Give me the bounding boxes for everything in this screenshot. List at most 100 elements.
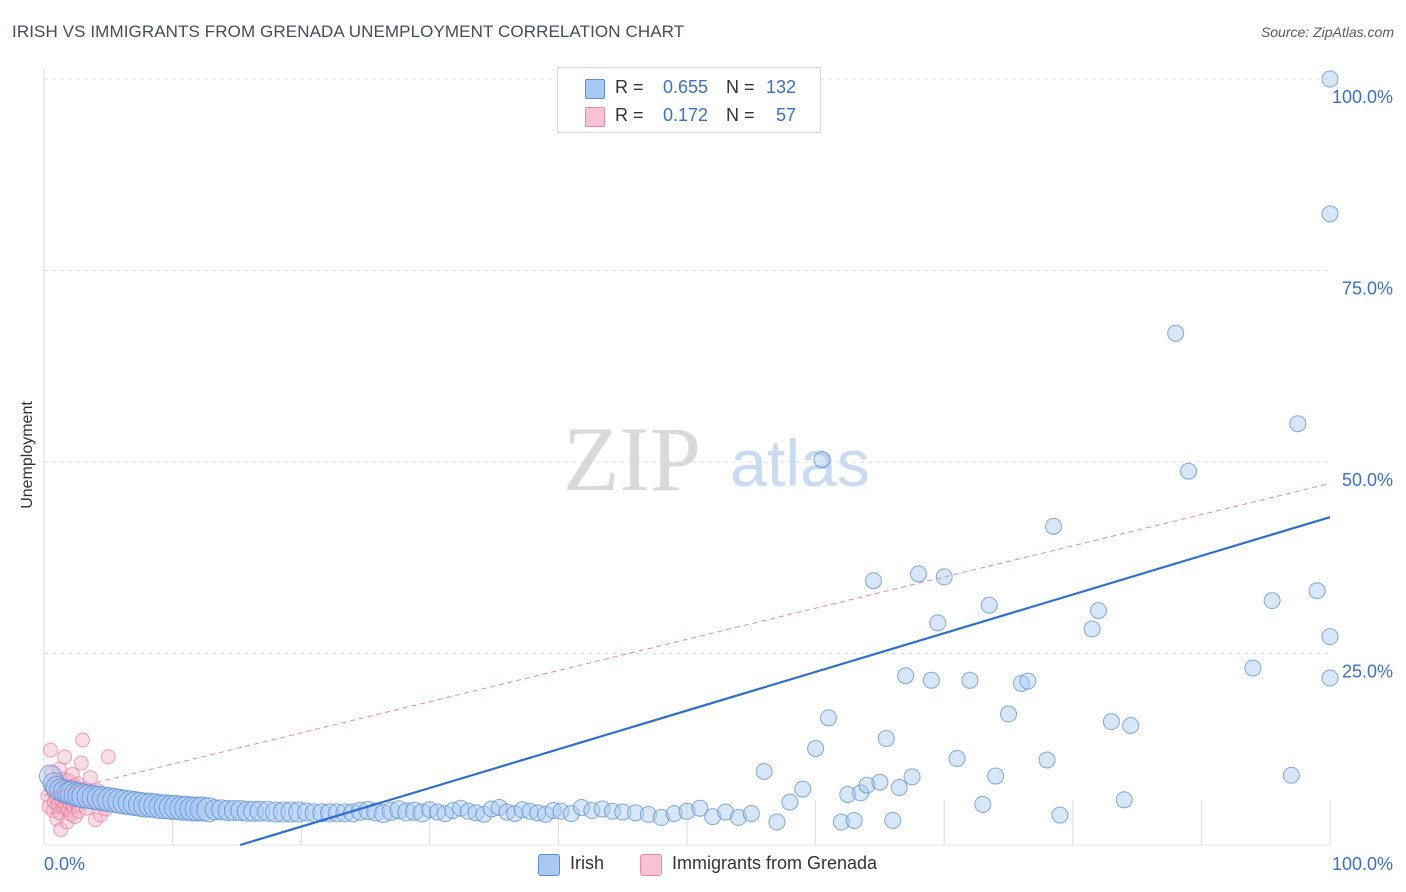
irish-point (974, 795, 992, 813)
irish-point (1321, 70, 1339, 88)
irish-point (627, 804, 645, 822)
irish-point (196, 797, 222, 823)
irish-point (381, 801, 401, 821)
irish-trend-line (239, 516, 1331, 847)
irish-point (897, 667, 915, 685)
grenada-n-label: N = (726, 105, 755, 125)
irish-point (1038, 751, 1056, 769)
legend-irish-swatch (538, 854, 560, 876)
irish-n-label: N = (726, 77, 755, 97)
irish-point (1308, 582, 1326, 600)
irish-point (987, 767, 1005, 785)
irish-point (1019, 672, 1037, 690)
irish-point (781, 793, 799, 811)
irish-point (1167, 324, 1185, 342)
grenada-point (57, 749, 73, 765)
irish-point (397, 802, 417, 822)
watermark-atlas: atlas (730, 426, 869, 500)
irish-point (864, 572, 882, 590)
irish-point (272, 801, 294, 823)
irish-point (1180, 462, 1198, 480)
source-credit: Source: ZipAtlas.com (1260, 24, 1394, 40)
irish-point (813, 451, 831, 469)
stats-row-grenada: R = 0.172 N = 57 (558, 101, 820, 129)
irish-point (1289, 415, 1307, 433)
irish-point (807, 739, 825, 757)
irish-point (288, 801, 310, 823)
y-axis-label: Unemployment (19, 401, 36, 509)
irish-point (614, 803, 632, 821)
irish-point (1083, 620, 1101, 638)
irish-point (871, 773, 889, 791)
correlation-stats-box: R = 0.655 N = 132 R = 0.172 N = 57 (557, 67, 821, 133)
legend-grenada-label: Immigrants from Grenada (672, 853, 878, 873)
irish-point (678, 802, 696, 820)
grenada-trend-line (43, 482, 1331, 796)
irish-point (1321, 628, 1339, 646)
irish-point (217, 800, 239, 822)
irish-point (948, 749, 966, 767)
y-tick-label-1: 50.0% (1342, 470, 1393, 490)
irish-point (1244, 659, 1262, 677)
irish-point (552, 802, 570, 820)
grenada-r-value: 0.172 (662, 105, 708, 125)
series-grenada-points (40, 732, 116, 838)
irish-point (1045, 517, 1063, 535)
irish-point (404, 801, 424, 821)
irish-point (312, 803, 332, 823)
chart-title: IRISH VS IMMIGRANTS FROM GRENADA UNEMPLO… (12, 22, 685, 41)
irish-point (909, 565, 927, 583)
irish-point (264, 801, 286, 823)
irish-point (903, 768, 921, 786)
grenada-point (100, 749, 116, 765)
axis-tick-labels: 25.0% 50.0% 75.0% 100.0% 0.0% 100.0% (44, 87, 1393, 874)
irish-n-value: 132 (765, 77, 796, 97)
irish-point (794, 780, 812, 798)
irish-point (1115, 791, 1133, 809)
irish-point (249, 800, 271, 822)
stats-row-irish: R = 0.655 N = 132 (558, 73, 820, 101)
irish-point (884, 811, 902, 829)
irish-point (236, 800, 258, 822)
irish-point (1000, 705, 1017, 723)
irish-point (768, 813, 786, 831)
irish-point (665, 805, 683, 823)
irish-point (819, 709, 837, 727)
irish-r-label: R = (615, 77, 644, 97)
x-tick-label-0: 0.0% (44, 854, 85, 874)
irish-point (961, 671, 979, 689)
y-tick-label-3: 100.0% (1332, 87, 1393, 107)
irish-point (593, 800, 611, 818)
grenada-point (73, 755, 89, 771)
irish-point (1102, 713, 1120, 731)
irish-point (1051, 806, 1069, 824)
irish-point (1321, 205, 1339, 223)
irish-point (280, 801, 302, 823)
irish-point (845, 811, 863, 829)
grenada-r-label: R = (615, 105, 644, 125)
grenada-n-value: 57 (775, 105, 796, 125)
watermark-zip: ZIP (563, 408, 701, 510)
irish-point (980, 596, 998, 614)
irish-point (1122, 717, 1140, 735)
irish-point (652, 808, 670, 826)
irish-r-value: 0.655 (662, 77, 708, 97)
irish-point (296, 802, 316, 822)
irish-point (389, 800, 409, 820)
irish-swatch (585, 79, 605, 99)
grenada-point (75, 732, 91, 748)
grenada-point (42, 742, 58, 758)
irish-point (573, 798, 591, 816)
irish-point (742, 805, 760, 823)
trend-lines (43, 482, 1331, 847)
irish-point (704, 808, 722, 826)
irish-point (839, 785, 857, 803)
irish-point (639, 805, 657, 823)
series-irish-points (38, 70, 1339, 831)
legend-irish-label: Irish (570, 853, 605, 873)
y-tick-label-2: 75.0% (1342, 279, 1393, 299)
irish-point (1012, 674, 1030, 692)
irish-point (832, 813, 850, 831)
irish-point (257, 800, 279, 822)
